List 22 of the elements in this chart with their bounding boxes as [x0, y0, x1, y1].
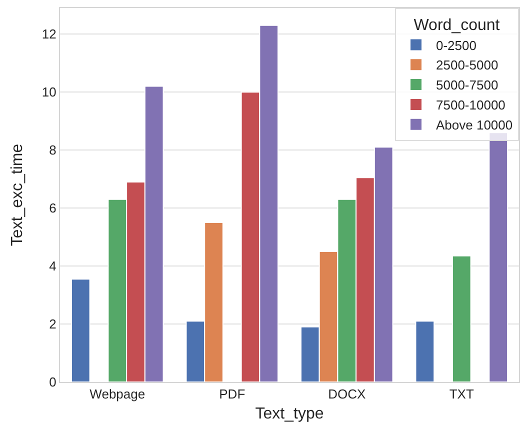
legend-title: Word_count	[414, 16, 500, 34]
legend-label: 7500-10000	[436, 98, 506, 113]
y-tick-label: 0	[49, 374, 56, 390]
y-tick-label: 8	[49, 142, 56, 158]
legend-label: 2500-5000	[436, 58, 498, 73]
bar	[452, 255, 472, 382]
x-tick-label: Webpage	[90, 386, 146, 402]
bar	[415, 320, 435, 382]
y-tick-label: 4	[49, 258, 56, 274]
legend-label: 0-2500	[436, 38, 476, 53]
y-tick-label: 10	[42, 84, 56, 100]
x-tick-label: TXT	[449, 386, 474, 402]
y-tick-label: 2	[49, 316, 56, 332]
legend-label: 5000-7500	[436, 78, 498, 93]
y-tick-label: 12	[42, 26, 56, 42]
y-axis-title: Text_exc_time	[8, 144, 26, 246]
x-axis-title: Text_type	[255, 405, 324, 422]
x-tick-label: PDF	[219, 386, 246, 402]
x-tick-label: DOCX	[328, 386, 366, 402]
legend-label: Above 10000	[436, 117, 513, 132]
y-tick-label: 6	[49, 200, 56, 216]
bar	[70, 278, 90, 382]
